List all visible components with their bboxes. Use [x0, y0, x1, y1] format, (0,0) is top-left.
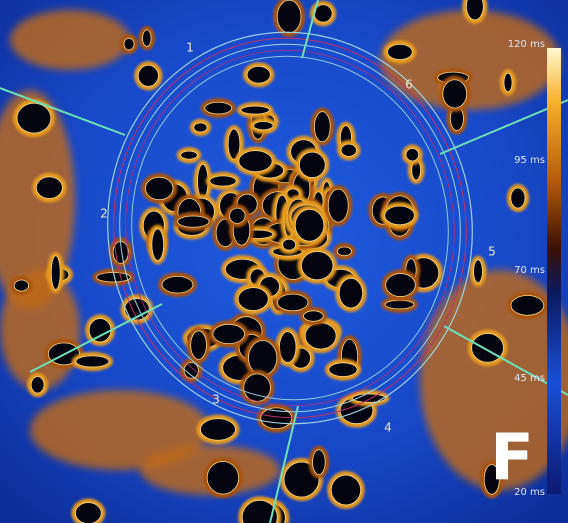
texture-blob — [177, 215, 210, 228]
texture-blob — [279, 331, 297, 363]
divider — [269, 405, 299, 523]
texture-blob — [313, 111, 331, 143]
divider — [0, 87, 126, 136]
segment-label: 5 — [488, 245, 496, 259]
texture-blob — [200, 418, 236, 441]
texture-blob — [294, 208, 325, 242]
segment-label: 1 — [186, 41, 194, 55]
texture-blob — [246, 65, 271, 84]
texture-blob — [248, 340, 278, 376]
texture-blob — [161, 275, 194, 294]
colorbar-tick-label: 70 ms — [514, 265, 545, 276]
divider — [439, 99, 568, 155]
texture-blob — [180, 150, 198, 160]
texture-blob — [240, 105, 270, 115]
texture-blob — [142, 29, 152, 47]
texture-blob — [405, 148, 420, 162]
texture-blob — [304, 322, 337, 350]
texture-blob — [473, 259, 483, 284]
panel-label: F — [490, 422, 534, 496]
texture-blob — [312, 449, 326, 475]
texture-blob — [253, 121, 274, 131]
texture-blob — [30, 376, 45, 394]
texture-blob — [471, 333, 504, 363]
texture-blob — [338, 277, 363, 309]
segment-label: 2 — [100, 207, 108, 221]
divider — [301, 0, 319, 59]
contour — [107, 31, 473, 425]
texture-blob — [510, 295, 545, 316]
texture-blob — [384, 299, 415, 310]
texture-blob — [277, 293, 309, 312]
texture-blob — [16, 102, 52, 134]
texture-blob — [483, 464, 500, 495]
texture-blob — [10, 10, 130, 70]
texture-blob — [503, 72, 513, 93]
texture-blob — [298, 151, 326, 178]
texture-blob — [75, 502, 102, 523]
texture-blob — [420, 270, 568, 490]
myocardium-contours — [107, 31, 473, 425]
colorbar — [547, 48, 561, 494]
texture-blob — [330, 474, 362, 506]
texture-blob — [465, 0, 484, 21]
contour — [131, 55, 449, 401]
contour — [125, 49, 455, 407]
texture-blob — [442, 79, 468, 109]
texture-blob — [137, 64, 159, 87]
texture-blob — [340, 143, 357, 157]
texture-blob — [123, 37, 135, 51]
texture-blob — [30, 390, 210, 470]
contour — [119, 43, 461, 413]
texture-blob — [510, 187, 526, 209]
texture-blob — [151, 228, 165, 261]
texture-blob — [238, 150, 273, 173]
texture-blob — [13, 279, 30, 292]
texture-blob — [336, 246, 352, 257]
texture-blob — [328, 362, 358, 377]
texture-blob — [88, 318, 112, 343]
texture-blob — [227, 128, 241, 160]
colorbar-tick-label: 20 ms — [514, 487, 545, 498]
texture-blob — [183, 362, 199, 379]
divider — [29, 303, 163, 373]
texture-blob — [190, 330, 207, 360]
texture-blob — [303, 310, 324, 322]
texture-blob — [209, 175, 237, 187]
texture-blob — [35, 176, 63, 199]
texture-blob — [204, 101, 233, 115]
contour — [113, 37, 467, 419]
texture-blob — [50, 255, 61, 290]
texture-blob — [384, 205, 415, 226]
texture-blob — [301, 251, 334, 281]
texture-blob — [352, 393, 386, 403]
texture-blob — [229, 207, 246, 224]
colorbar-tick-label: 45 ms — [514, 373, 545, 384]
texture-blob — [385, 273, 416, 297]
texture-blob — [276, 0, 302, 34]
texture-blob — [327, 188, 349, 223]
texture-blob — [387, 43, 413, 61]
texture-blob — [241, 499, 278, 523]
texture-blob — [75, 355, 110, 368]
segment-label: 4 — [384, 421, 392, 435]
texture-blob — [237, 287, 269, 311]
colorbar-tick-label: 95 ms — [514, 155, 545, 166]
texture-blob — [212, 323, 245, 345]
texture-blob — [193, 122, 208, 133]
texture-blob — [282, 238, 297, 251]
colorbar-tick-label: 120 ms — [508, 39, 545, 50]
segment-label: 3 — [212, 393, 220, 407]
texture-blob — [145, 176, 174, 201]
texture-blob — [206, 461, 240, 495]
segment-label: 6 — [405, 78, 413, 92]
